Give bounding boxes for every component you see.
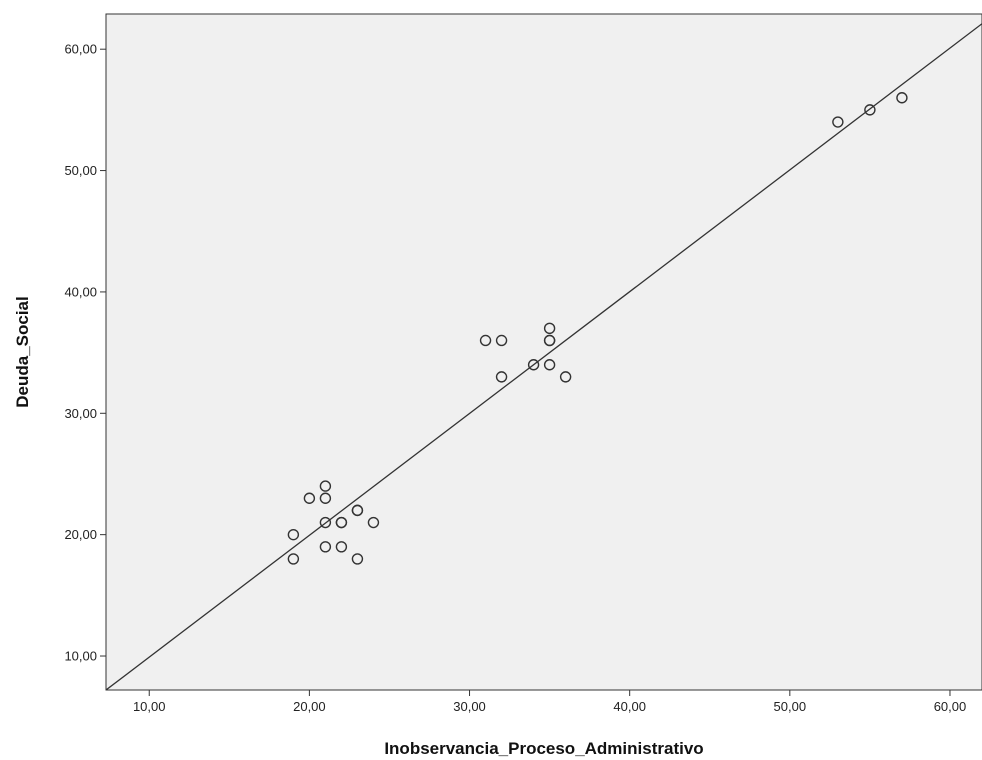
data-point bbox=[335, 541, 348, 553]
data-point bbox=[287, 528, 300, 541]
x-tick-label: 30,00 bbox=[453, 699, 486, 714]
data-point bbox=[495, 371, 508, 383]
data-points bbox=[287, 92, 908, 565]
data-point bbox=[543, 359, 556, 371]
data-point bbox=[559, 371, 572, 383]
data-point bbox=[495, 334, 508, 347]
x-tick-label: 20,00 bbox=[293, 699, 326, 714]
y-axis: 10,00 20,00 30,00 40,00 50,00 60,00 bbox=[64, 42, 106, 664]
data-point bbox=[319, 480, 332, 492]
data-point bbox=[319, 492, 332, 504]
y-tick-label: 10,00 bbox=[64, 649, 97, 664]
data-point bbox=[479, 334, 492, 347]
plot-area bbox=[105, 13, 982, 691]
data-point bbox=[832, 116, 844, 128]
data-point bbox=[287, 553, 300, 565]
data-point bbox=[543, 322, 556, 335]
data-point bbox=[319, 516, 332, 529]
y-tick-label: 50,00 bbox=[64, 163, 97, 178]
data-point bbox=[896, 92, 908, 104]
data-point bbox=[351, 553, 364, 565]
x-axis-title: Inobservancia_Proceso_Administrativo bbox=[384, 739, 703, 758]
data-point bbox=[335, 516, 348, 529]
data-point bbox=[527, 359, 540, 371]
data-point bbox=[303, 492, 316, 504]
y-tick-label: 40,00 bbox=[64, 284, 97, 299]
x-tick-label: 50,00 bbox=[774, 699, 807, 714]
x-tick-label: 10,00 bbox=[133, 699, 166, 714]
x-tick-label: 60,00 bbox=[934, 699, 967, 714]
data-point bbox=[864, 104, 876, 116]
data-point bbox=[543, 334, 556, 347]
y-tick-label: 30,00 bbox=[64, 406, 97, 421]
y-axis-title: Deuda_Social bbox=[13, 296, 32, 408]
data-point bbox=[367, 516, 380, 529]
fit-line bbox=[106, 23, 982, 690]
x-tick-label: 40,00 bbox=[613, 699, 646, 714]
x-axis: 10,00 20,00 30,00 40,00 50,00 60,00 bbox=[133, 690, 966, 714]
y-tick-label: 20,00 bbox=[64, 527, 97, 542]
data-point bbox=[351, 504, 364, 517]
y-tick-label: 60,00 bbox=[64, 42, 97, 57]
data-point bbox=[319, 541, 332, 553]
